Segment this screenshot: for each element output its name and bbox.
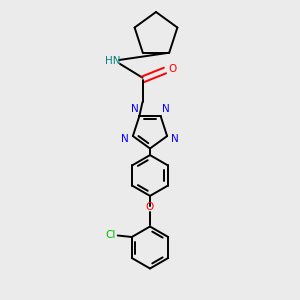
Text: HN: HN: [105, 56, 120, 67]
Text: Cl: Cl: [105, 230, 116, 240]
Text: N: N: [121, 134, 129, 144]
Text: O: O: [146, 202, 154, 212]
Text: O: O: [168, 64, 177, 74]
Text: N: N: [130, 104, 138, 114]
Text: N: N: [162, 104, 170, 114]
Text: N: N: [171, 134, 179, 144]
